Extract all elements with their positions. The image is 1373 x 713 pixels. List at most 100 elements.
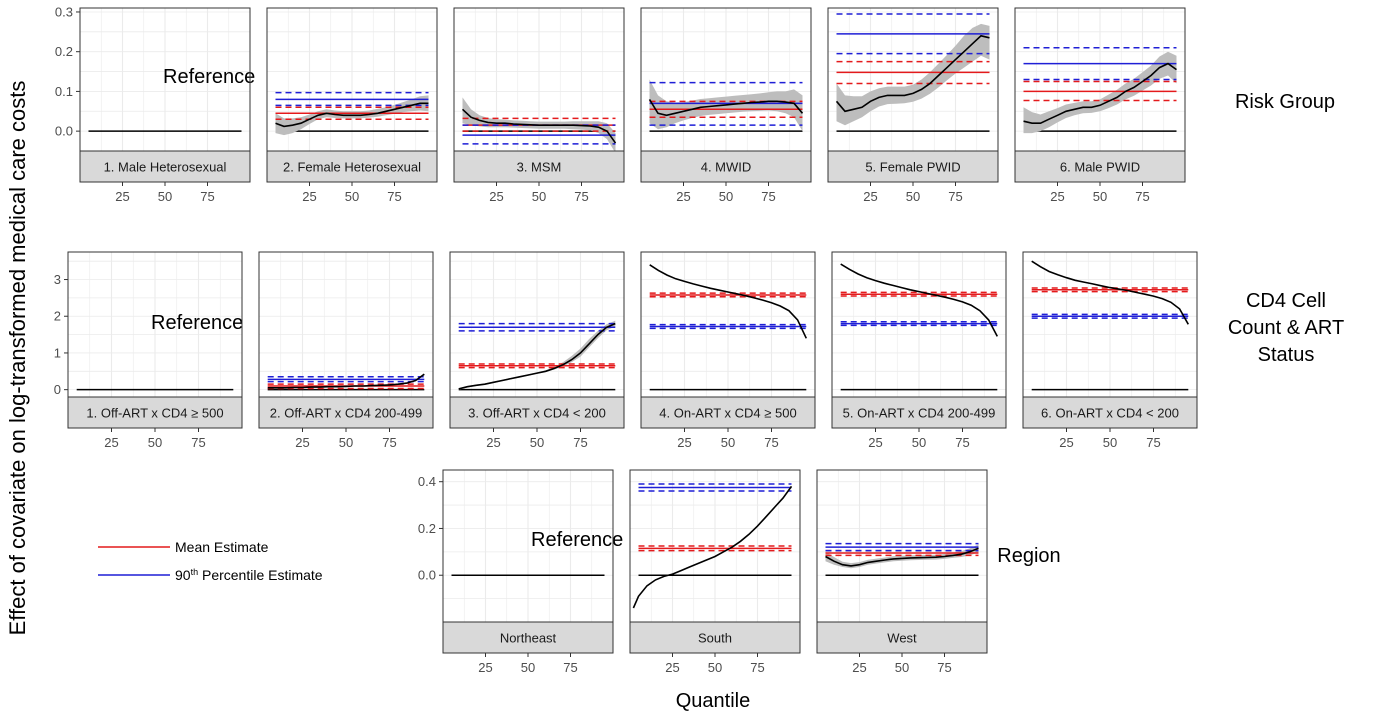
facet-strip [640, 396, 816, 429]
facet-panel: 4. On-ART x CD4 ≥ 500 25 50 75 [640, 251, 816, 450]
panel-data [275, 91, 429, 136]
y-tick-label: 0.2 [418, 521, 436, 536]
y-tick-label: 3 [54, 272, 61, 287]
reference-label: Reference [531, 529, 623, 551]
facet-strip-label: 3. Off-ART x CD4 < 200 [468, 406, 606, 421]
x-tick-label: 25 [478, 660, 492, 675]
facet-panel: Reference 1. Male Heterosexual 25 50 75 0.0 0.… [55, 4, 255, 204]
facet-strip [629, 621, 801, 654]
panel-grid [832, 252, 1006, 397]
facet-strip [258, 396, 434, 429]
y-tick-label: 0.3 [55, 4, 73, 19]
facet-strip [1022, 396, 1198, 429]
panel-grid [817, 470, 987, 623]
facet-panel: 3. MSM 25 50 75 [453, 7, 625, 204]
x-tick-label: 75 [387, 189, 401, 204]
facet-group-label: Risk Group [1235, 91, 1335, 113]
x-tick-label: 25 [489, 189, 503, 204]
x-tick-label: 50 [906, 189, 920, 204]
facet-strip-label: West [887, 631, 917, 646]
panel-data [840, 263, 999, 391]
facet-strip-label: 5. On-ART x CD4 200-499 [843, 406, 996, 421]
panel-data [1031, 260, 1189, 391]
x-tick-label: 50 [148, 435, 162, 450]
facet-strip [1014, 150, 1186, 183]
facet-strip [442, 621, 614, 654]
facet-group-label: CD4 Cell [1246, 290, 1326, 312]
x-tick-label: 50 [721, 435, 735, 450]
facet-group-label: Status [1258, 344, 1315, 366]
facet-strip-label: 3. MSM [517, 160, 562, 175]
reference-label: Reference [151, 312, 243, 334]
panel-grid [641, 252, 815, 397]
legend-p90-label: 90th Percentile Estimate [175, 567, 323, 583]
reference-label: Reference [163, 66, 255, 88]
quantile-curve [632, 485, 793, 609]
facet-strip-label: 2. Off-ART x CD4 200-499 [270, 406, 422, 421]
facet-strip-label: 1. Off-ART x CD4 ≥ 500 [86, 406, 223, 421]
facet-strip-label: 6. Male PWID [1060, 160, 1140, 175]
facet-strip [827, 150, 999, 183]
panel-data [648, 79, 804, 132]
x-tick-label: 50 [1093, 189, 1107, 204]
facet-panel: South 25 50 75 [629, 469, 801, 675]
facet-panel: 5. On-ART x CD4 200-499 25 50 75 [831, 251, 1007, 450]
confidence-band [825, 544, 979, 569]
facet-panel: 6. On-ART x CD4 < 200 25 50 75 [1022, 251, 1198, 450]
facet-strip [67, 396, 243, 429]
facet-panel: 6. Male PWID 25 50 75 [1014, 7, 1186, 204]
quantile-curve [648, 98, 804, 117]
x-tick-label: 75 [1146, 435, 1160, 450]
panel-data [835, 13, 990, 132]
legend: Mean Estimate 90th Percentile Estimate [98, 539, 323, 583]
quantile-curve [1023, 62, 1177, 124]
facet-strip [816, 621, 988, 654]
y-tick-label: 0.4 [418, 474, 436, 489]
facet-group-label: Count & ART [1228, 317, 1344, 339]
panel-grid [443, 470, 613, 623]
x-tick-label: 75 [382, 435, 396, 450]
x-tick-label: 75 [955, 435, 969, 450]
panel-data [649, 264, 808, 391]
facet-strip-label: 5. Female PWID [865, 160, 960, 175]
x-tick-label: 50 [1103, 435, 1117, 450]
x-tick-label: 50 [521, 660, 535, 675]
facet-panel: West 25 50 75 [816, 469, 988, 675]
quantile-curve [458, 322, 616, 390]
x-tick-label: 75 [574, 189, 588, 204]
y-tick-label: 0.0 [55, 124, 73, 139]
x-tick-label: 25 [863, 189, 877, 204]
x-tick-label: 50 [532, 189, 546, 204]
panel-grid [68, 252, 242, 397]
facet-strip-label: 4. MWID [701, 160, 752, 175]
x-tick-label: 25 [676, 189, 690, 204]
quantile-curve [835, 34, 990, 113]
facet-strip-label: 4. On-ART x CD4 ≥ 500 [659, 406, 796, 421]
facet-strip [640, 150, 812, 183]
quantile-curve [275, 102, 429, 128]
facet-strip [831, 396, 1007, 429]
y-tick-label: 0.1 [55, 84, 73, 99]
panel-data [461, 97, 617, 151]
facet-panel: Reference Northeast 25 50 75 0.0 0.2 0.4 [418, 469, 623, 675]
x-axis-title: Quantile [676, 690, 751, 712]
facet-strip-label: 6. On-ART x CD4 < 200 [1041, 406, 1179, 421]
x-tick-label: 75 [191, 435, 205, 450]
y-tick-label: 2 [54, 309, 61, 324]
panel-grid [641, 8, 811, 152]
facet-panel: 2. Female Heterosexual 25 50 75 [266, 7, 438, 204]
facet-group-label: Region [997, 545, 1060, 567]
facet-panel: 3. Off-ART x CD4 < 200 25 50 75 [449, 251, 625, 450]
x-tick-label: 50 [345, 189, 359, 204]
y-tick-label: 0 [54, 382, 61, 397]
panel-data [1023, 46, 1177, 134]
x-tick-label: 25 [115, 189, 129, 204]
x-tick-label: 25 [1050, 189, 1064, 204]
x-tick-label: 50 [895, 660, 909, 675]
facet-strip-label: Northeast [500, 631, 557, 646]
x-tick-label: 50 [708, 660, 722, 675]
x-tick-label: 75 [1135, 189, 1149, 204]
panel-grid [1023, 252, 1197, 397]
panel-data [458, 320, 616, 391]
y-tick-label: 0.2 [55, 44, 73, 59]
